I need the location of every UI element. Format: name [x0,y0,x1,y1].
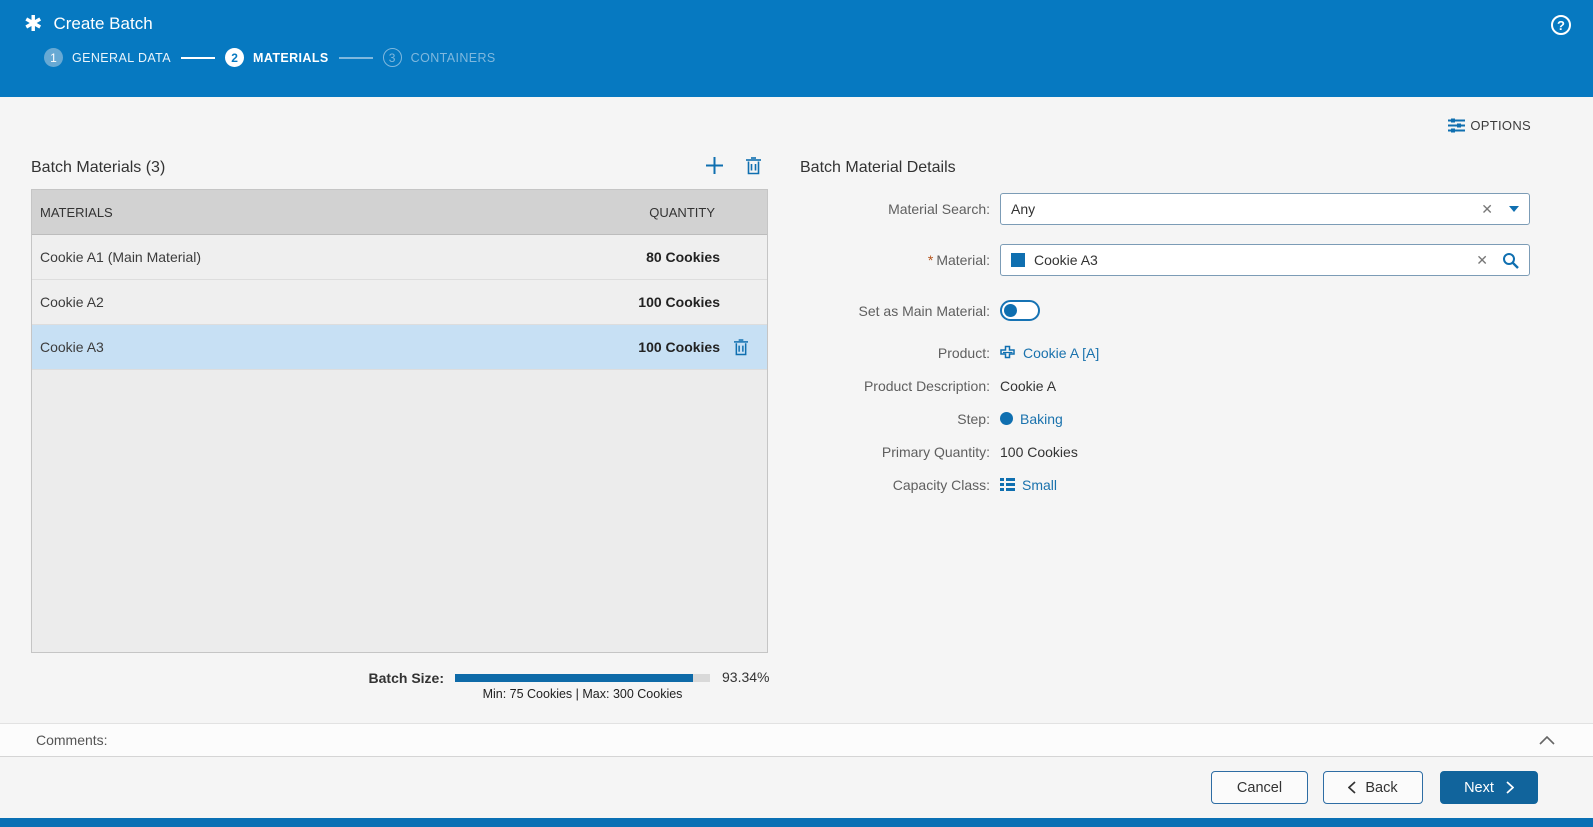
product-icon [1000,345,1016,360]
footer: Cancel Back Next [0,757,1593,818]
step-materials[interactable]: 2 MATERIALS [225,48,329,67]
sliders-icon [1448,118,1466,133]
clear-icon[interactable]: ✕ [1481,200,1493,217]
product-row: Product: Cookie A [A] [800,336,1540,369]
comments-section[interactable]: Comments: [0,723,1593,757]
clear-icon[interactable]: ✕ [1476,251,1488,268]
material-label: * Material: [927,252,990,268]
wizard-steps: 1 GENERAL DATA 2 MATERIALS 3 CONTAINERS [44,48,1593,67]
batch-size-label: Batch Size: [368,670,444,686]
page-title: Create Batch [53,14,153,33]
required-mark: * [927,252,934,268]
delete-material-button[interactable] [746,156,761,175]
batch-materials-title: Batch Materials (3) [31,159,166,176]
table-row-selected[interactable]: Cookie A3 100 Cookies [32,325,767,370]
cancel-button[interactable]: Cancel [1211,771,1308,804]
capacity-class-label: Capacity Class: [892,476,990,493]
batch-size-progressbar [455,674,710,682]
batch-size-percent: 93.34% [722,669,770,685]
step-containers[interactable]: 3 CONTAINERS [382,48,496,67]
step-status-icon [1000,412,1013,425]
col-materials: MATERIALS [40,204,113,220]
material-input[interactable]: Cookie A3 ✕ [1000,244,1530,276]
batch-app-icon: ✱ [24,11,43,36]
capacity-class-icon [1000,478,1015,491]
step-connector-1 [181,56,216,59]
product-link[interactable]: Cookie A [A] [1023,344,1100,361]
primary-quantity-value: 100 Cookies [1000,443,1078,460]
chevron-up-icon[interactable] [1539,735,1555,745]
chevron-down-icon[interactable] [1509,206,1519,212]
options-label: OPTIONS [1470,118,1531,133]
set-main-material-row: Set as Main Material: [800,295,1540,326]
material-search-row: Material Search: Any ✕ [800,193,1540,225]
step-connector-2 [338,56,373,59]
step-label: Step: [957,410,990,427]
options-button[interactable]: OPTIONS [1448,118,1531,133]
table-header: MATERIALS QUANTITY [32,190,767,235]
batch-materials-table: MATERIALS QUANTITY Cookie A1 (Main Mater… [31,189,768,653]
chevron-left-icon [1348,781,1356,794]
help-icon[interactable]: ? [1551,15,1571,35]
product-label: Product: [937,344,990,361]
batch-size-range: Min: 75 Cookies | Max: 300 Cookies [482,687,683,701]
search-icon[interactable] [1502,252,1519,269]
step-row: Step: Baking [800,402,1540,435]
step-3-circle: 3 [382,48,402,67]
chevron-right-icon [1506,781,1514,794]
table-row[interactable]: Cookie A1 (Main Material) 80 Cookies [32,235,767,280]
material-search-input[interactable]: Any ✕ [1000,193,1530,225]
back-button[interactable]: Back [1323,771,1423,804]
row-trash-icon[interactable] [734,338,750,356]
primary-quantity-row: Primary Quantity: 100 Cookies [800,435,1540,468]
capacity-class-row: Capacity Class: Small [800,468,1540,501]
primary-quantity-label: Primary Quantity: [881,443,990,460]
batch-size-fill [455,674,694,682]
table-row[interactable]: Cookie A2 100 Cookies [32,280,767,325]
batch-material-details-title: Batch Material Details [800,159,956,176]
step-2-circle: 2 [225,48,245,67]
next-button[interactable]: Next [1440,771,1538,804]
material-color-icon [1011,253,1025,267]
col-quantity: QUANTITY [649,204,715,220]
set-main-material-label: Set as Main Material: [858,302,991,319]
product-description-value: Cookie A [1000,377,1057,394]
capacity-class-link[interactable]: Small [1022,476,1058,493]
toggle-knob [1004,304,1017,317]
set-main-material-toggle[interactable] [1000,300,1040,321]
add-material-button[interactable] [705,156,724,175]
step-general-data[interactable]: 1 GENERAL DATA [44,48,171,67]
product-description-label: Product Description: [863,377,990,394]
material-row: * Material: Cookie A3 ✕ [800,244,1540,276]
material-search-label: Material Search: [888,201,990,217]
product-description-row: Product Description: Cookie A [800,369,1540,402]
comments-label: Comments: [36,732,108,748]
step-1-circle: 1 [44,48,63,67]
bottom-accent-bar [0,818,1593,827]
step-link[interactable]: Baking [1020,410,1063,427]
app-header: ✱ Create Batch ? 1 GENERAL DATA 2 MATERI… [0,0,1593,97]
